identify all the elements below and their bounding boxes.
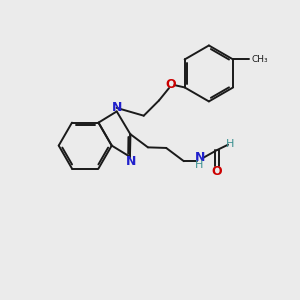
Text: O: O xyxy=(166,78,176,91)
Text: CH₃: CH₃ xyxy=(252,55,268,64)
Text: N: N xyxy=(125,155,136,168)
Text: H: H xyxy=(195,160,203,170)
Text: N: N xyxy=(195,151,205,164)
Text: N: N xyxy=(112,100,122,113)
Text: H: H xyxy=(226,139,235,148)
Text: O: O xyxy=(212,165,222,178)
